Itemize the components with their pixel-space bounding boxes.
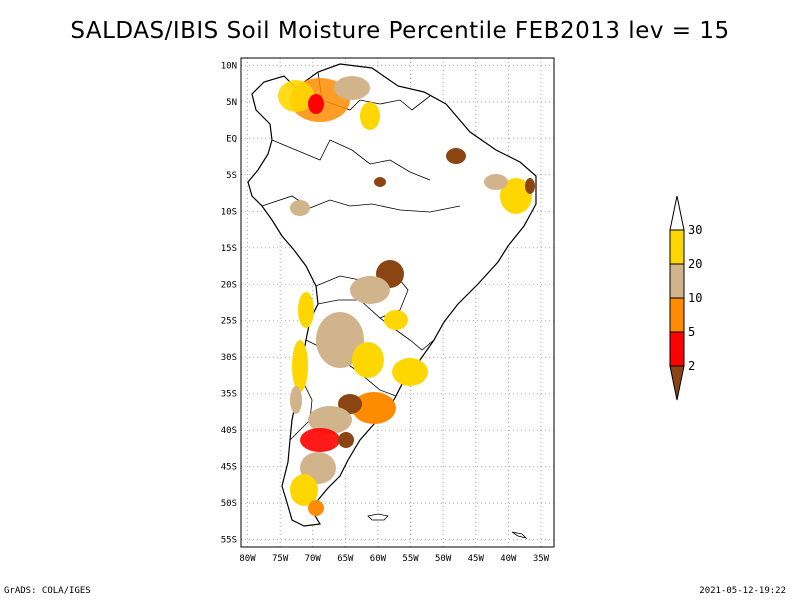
lat-tick-label: 50S [221, 499, 237, 509]
lon-tick-label: 70W [305, 554, 322, 564]
lat-tick-label: EQ [226, 134, 237, 144]
patch-pantanal-tan [350, 276, 390, 304]
patch-chaco-yellow [352, 342, 384, 378]
patch-andes-yellow [292, 340, 308, 392]
timestamp: 2021-05-12-19:22 [699, 586, 786, 596]
patch-guiana-yellow [360, 102, 380, 130]
longitude-labels: 80W 75W 70W 65W 60W 55W 50W 45W 40W 35W [239, 554, 549, 564]
lat-tick-label: 10S [221, 207, 237, 217]
colorbar-segment-below-2 [669, 365, 685, 401]
lat-tick-label: 25S [221, 317, 237, 327]
patch-venezuela-red [308, 94, 324, 114]
lon-tick-label: 45W [468, 554, 485, 564]
lon-tick-label: 35W [533, 554, 550, 564]
patch-andes-yellow-2 [298, 292, 314, 328]
patch-pampas-tan [308, 406, 352, 434]
lon-tick-label: 75W [272, 554, 289, 564]
patch-pampas-brown [338, 394, 362, 414]
patch-patagonia-brown [338, 432, 354, 448]
lat-tick-label: 10N [221, 61, 237, 71]
patch-ne-brazil-yellow [500, 178, 532, 214]
grads-credit: GrADS: COLA/IGES [4, 586, 91, 596]
patch-peru-tan [290, 200, 310, 216]
colorbar-label: 30 [688, 223, 702, 237]
south-america-outline [247, 63, 537, 527]
patch-patagonia-yellow [290, 474, 318, 506]
lat-tick-label: 40S [221, 426, 237, 436]
patch-patagonia-red [300, 428, 340, 452]
map-title: SALDAS/IBIS Soil Moisture Percentile FEB… [70, 18, 730, 44]
patch-ne-brazil-tan [484, 174, 508, 190]
continent [247, 63, 537, 527]
lon-tick-label: 50W [435, 554, 452, 564]
patch-colombia-yellow [278, 80, 314, 112]
patch-guiana-tan [334, 76, 370, 100]
lat-tick-label: 15S [221, 244, 237, 254]
colorbar-label: 20 [688, 257, 702, 271]
lat-tick-label: 20S [221, 280, 237, 290]
patch-ne-brazil-brown [525, 178, 535, 194]
patch-paraguay-yellow [384, 310, 408, 330]
lat-tick-label: 35S [221, 390, 237, 400]
lon-tick-label: 60W [370, 554, 387, 564]
patch-andes-tan [290, 386, 302, 414]
patch-patagonia-orange [308, 500, 324, 516]
patch-amazon-brown [446, 148, 466, 164]
latitude-labels: 10N 5N EQ 5S 10S 15S 20S 25S 30S 35S 40S 45S 50S 55S [221, 61, 237, 545]
falkland-islands [367, 513, 389, 521]
lat-tick-label: 5N [226, 98, 237, 108]
patch-pampas-orange [352, 392, 396, 424]
colorbar: 30 20 10 5 2 [669, 195, 702, 401]
colorbar-segment-above-30 [669, 195, 685, 231]
colorbar-label: 2 [688, 359, 695, 373]
patch-amazon-brown-2 [374, 177, 386, 187]
lat-tick-label: 30S [221, 353, 237, 363]
lon-tick-label: 65W [337, 554, 354, 564]
colorbar-segment [669, 263, 685, 299]
lon-tick-label: 80W [239, 554, 256, 564]
lat-tick-label: 55S [221, 536, 237, 546]
south-georgia [511, 531, 528, 539]
patch-chaco-tan [316, 312, 364, 368]
lat-tick-label: 45S [221, 463, 237, 473]
lon-tick-label: 40W [500, 554, 517, 564]
colorbar-label: 5 [688, 325, 695, 339]
lon-tick-label: 55W [402, 554, 419, 564]
soil-moisture-shading [278, 76, 535, 516]
patch-uruguay-yellow [392, 358, 428, 386]
colorbar-segment [669, 229, 685, 265]
map-frame [240, 57, 555, 548]
colorbar-label: 10 [688, 291, 702, 305]
colorbar-segment [669, 297, 685, 333]
lat-tick-label: 5S [226, 171, 237, 181]
colorbar-segment [669, 331, 685, 367]
